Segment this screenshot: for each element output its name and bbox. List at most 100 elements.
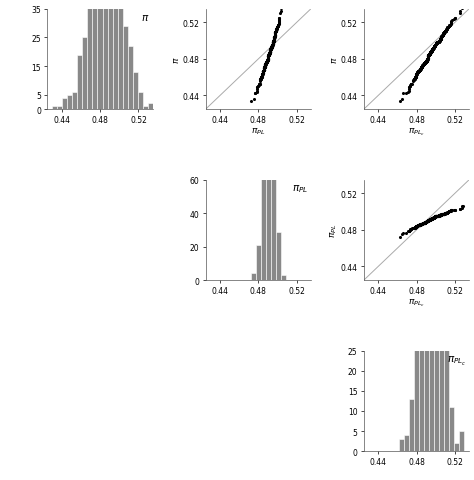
Point <box>440 30 448 37</box>
Point <box>261 62 269 70</box>
Point <box>271 33 278 40</box>
Point <box>428 215 436 223</box>
Point <box>419 62 427 70</box>
Point <box>267 45 275 53</box>
Point <box>417 65 425 72</box>
Point <box>430 214 438 222</box>
Point <box>438 35 445 42</box>
Point <box>418 221 425 228</box>
Point <box>430 43 438 51</box>
Point <box>397 233 404 241</box>
Point <box>416 221 424 229</box>
Point <box>435 212 442 220</box>
Point <box>271 33 278 41</box>
Point <box>422 219 429 227</box>
Point <box>263 59 270 66</box>
Point <box>417 221 424 229</box>
Point <box>415 68 422 75</box>
Point <box>265 50 273 58</box>
Point <box>411 76 419 84</box>
Point <box>440 29 448 37</box>
Point <box>417 221 425 229</box>
Point <box>422 59 429 67</box>
Point <box>263 59 270 67</box>
Point <box>426 216 434 224</box>
Point <box>267 47 274 54</box>
Point <box>428 48 435 56</box>
Point <box>424 56 431 63</box>
Point <box>262 61 269 69</box>
Point <box>265 52 273 60</box>
Point <box>422 59 429 66</box>
Point <box>266 48 274 56</box>
Point <box>417 65 425 73</box>
Point <box>412 72 420 79</box>
Point <box>426 50 434 58</box>
Bar <box>399 439 404 451</box>
Point <box>434 39 441 47</box>
Point <box>270 36 278 44</box>
Point <box>260 67 268 74</box>
Point <box>426 216 433 224</box>
Point <box>425 216 433 224</box>
Point <box>416 67 424 75</box>
Point <box>424 56 431 63</box>
Point <box>415 68 422 76</box>
Point <box>430 214 438 222</box>
Point <box>431 214 438 221</box>
Point <box>279 2 287 10</box>
Point <box>274 22 282 30</box>
Point <box>273 24 281 32</box>
Point <box>417 221 425 228</box>
Point <box>408 226 415 233</box>
Point <box>262 60 270 68</box>
Point <box>262 60 270 67</box>
Point <box>426 51 433 59</box>
Point <box>417 66 424 73</box>
Point <box>262 60 269 68</box>
Point <box>416 222 423 229</box>
Point <box>417 65 425 73</box>
Point <box>437 36 445 43</box>
Point <box>268 44 275 52</box>
Point <box>267 45 275 52</box>
Point <box>436 212 443 220</box>
Point <box>413 71 420 79</box>
Point <box>437 35 445 43</box>
Point <box>267 44 275 52</box>
Point <box>441 29 448 36</box>
Point <box>263 59 271 66</box>
Point <box>437 36 444 44</box>
Bar <box>429 42 434 451</box>
Point <box>404 228 411 236</box>
Point <box>415 222 422 229</box>
Point <box>413 223 421 230</box>
Point <box>259 68 267 76</box>
Point <box>413 70 421 78</box>
Point <box>272 29 279 36</box>
Point <box>431 214 439 221</box>
Point <box>271 32 279 40</box>
Point <box>269 42 276 49</box>
Point <box>421 60 429 67</box>
Point <box>425 216 432 224</box>
Bar <box>92 0 98 110</box>
Point <box>433 40 440 48</box>
Point <box>430 45 438 52</box>
Point <box>269 41 276 48</box>
Point <box>423 57 431 65</box>
Point <box>408 225 416 233</box>
Point <box>421 219 429 227</box>
Point <box>439 32 447 40</box>
Point <box>433 213 440 220</box>
Point <box>266 48 273 56</box>
Point <box>440 210 448 218</box>
Point <box>261 62 269 70</box>
Point <box>417 221 425 228</box>
Point <box>418 64 426 72</box>
Point <box>456 205 464 213</box>
Point <box>259 71 266 78</box>
Point <box>416 67 423 75</box>
Point <box>269 40 277 48</box>
Point <box>410 225 418 232</box>
